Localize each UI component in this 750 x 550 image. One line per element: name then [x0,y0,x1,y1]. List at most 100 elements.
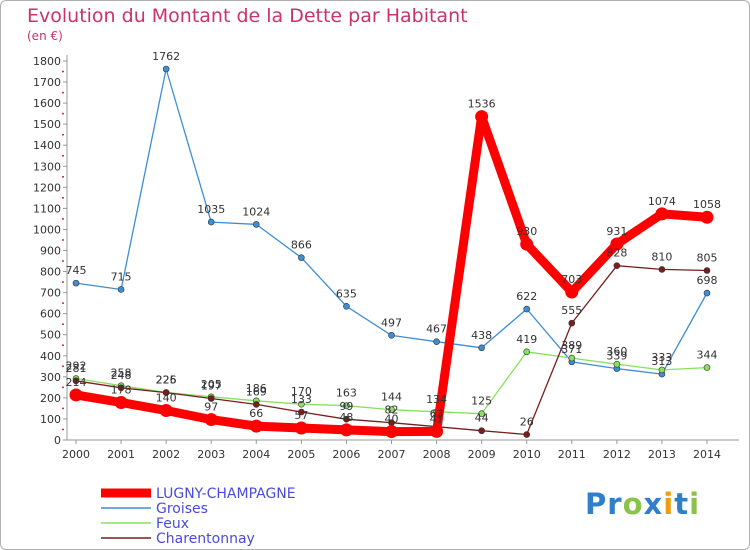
data-label-feux: 205 [201,378,222,391]
data-point-groises [252,221,260,228]
data-point-lugny-champagne [339,423,353,437]
x-tick-label: 2005 [287,448,315,461]
logo-letter: P [585,487,608,521]
data-label-feux: 163 [336,387,357,400]
data-label-lugny-champagne: 140 [156,392,177,405]
data-point-feux [523,348,531,356]
x-tick-label: 2004 [242,448,270,461]
data-point-charentonnay [343,415,350,423]
legend-label-groises: Groises [156,501,208,517]
data-point-feux [298,400,305,408]
data-label-charentonnay: 133 [291,393,312,406]
data-label-feux: 144 [381,391,402,404]
data-point-groises [388,332,395,339]
data-label-charentonnay: 810 [651,250,672,263]
data-label-lugny-champagne: 1536 [468,98,496,111]
legend-label-charentonnay: Charentonnay [156,531,255,547]
data-point-charentonnay [162,389,170,396]
data-label-groises: 622 [516,290,537,303]
x-tick-label: 2001 [107,448,135,461]
data-point-charentonnay [613,262,621,269]
data-label-charentonnay: 281 [66,362,87,375]
y-tick-label: 1600 [33,97,61,110]
data-label-charentonnay: 82 [385,404,399,417]
data-point-groises [343,302,350,310]
data-point-feux [568,354,576,362]
data-point-lugny-champagne [249,419,263,433]
data-point-lugny-champagne [475,110,489,124]
x-tick-label: 2009 [468,448,496,461]
data-point-charentonnay [658,266,666,273]
y-tick-label: 0 [54,434,61,447]
data-point-feux [658,366,666,374]
y-tick-label: 1700 [33,76,61,89]
data-label-groises: 339 [606,350,627,363]
data-point-charentonnay [117,384,125,392]
logo-letter: i [663,487,675,521]
y-tick-label: 800 [40,266,61,279]
y-tick-label: 1000 [33,223,61,236]
y-tick-label: 900 [40,245,61,258]
data-label-lugny-champagne: 97 [204,401,218,414]
data-label-lugny-champagne: 48 [339,411,353,424]
data-point-groises [162,65,170,73]
data-point-lugny-champagne [385,425,398,439]
data-point-lugny-champagne [69,388,83,402]
data-point-feux [703,364,711,371]
data-label-feux: 344 [697,349,718,362]
data-label-lugny-champagne: 703 [561,273,582,286]
data-label-feux: 134 [426,393,447,406]
y-tick-label: 1100 [33,202,61,215]
data-label-charentonnay: 26 [520,416,534,429]
data-label-feux: 125 [471,395,492,408]
x-tick-label: 2007 [378,448,406,461]
data-point-lugny-champagne [159,404,173,418]
logo-letter: x [643,487,664,521]
data-label-groises: 866 [291,239,312,252]
data-point-lugny-champagne [565,285,579,299]
data-label-lugny-champagne: 57 [294,409,308,422]
data-label-groises: 698 [697,274,718,287]
data-point-lugny-champagne [610,237,624,251]
data-label-groises: 497 [381,316,402,329]
y-tick-label: 1200 [33,181,61,194]
data-point-groises [207,218,215,226]
data-label-feux: 186 [246,382,267,395]
data-label-groises: 1762 [152,50,180,63]
data-label-feux: 170 [291,385,312,398]
y-tick-label: 700 [40,287,61,300]
data-point-feux [343,402,350,409]
data-point-charentonnay [568,319,576,327]
data-label-groises: 313 [651,355,672,368]
logo-letter: i [689,487,701,521]
y-tick-label: 1300 [33,160,61,173]
data-label-feux: 226 [156,373,177,386]
data-label-charentonnay: 44 [475,412,489,425]
y-tick-label: 100 [40,413,61,426]
data-label-groises: 1024 [242,205,270,218]
data-label-groises: 715 [111,270,132,283]
x-tick-label: 2003 [197,448,225,461]
data-point-groises [478,344,485,352]
y-tick-label: 300 [40,371,61,384]
data-label-lugny-champagne: 178 [111,384,132,397]
data-label-charentonnay: 805 [697,252,718,265]
data-label-charentonnay: 225 [156,374,177,387]
y-tick-label: 400 [40,350,61,363]
logo-letter: r [607,487,623,521]
x-tick-label: 2008 [423,448,451,461]
data-label-charentonnay: 169 [246,385,267,398]
x-tick-label: 2012 [603,448,631,461]
data-label-lugny-champagne: 1058 [693,198,721,211]
x-tick-label: 2000 [62,448,90,461]
data-point-groises [433,338,440,345]
data-point-charentonnay [72,377,80,385]
data-point-groises [117,286,125,293]
data-point-lugny-champagne [114,396,128,410]
data-point-lugny-champagne [294,421,308,435]
data-point-charentonnay [207,395,215,402]
x-tick-label: 2011 [558,448,586,461]
y-tick-label: 600 [40,308,61,321]
